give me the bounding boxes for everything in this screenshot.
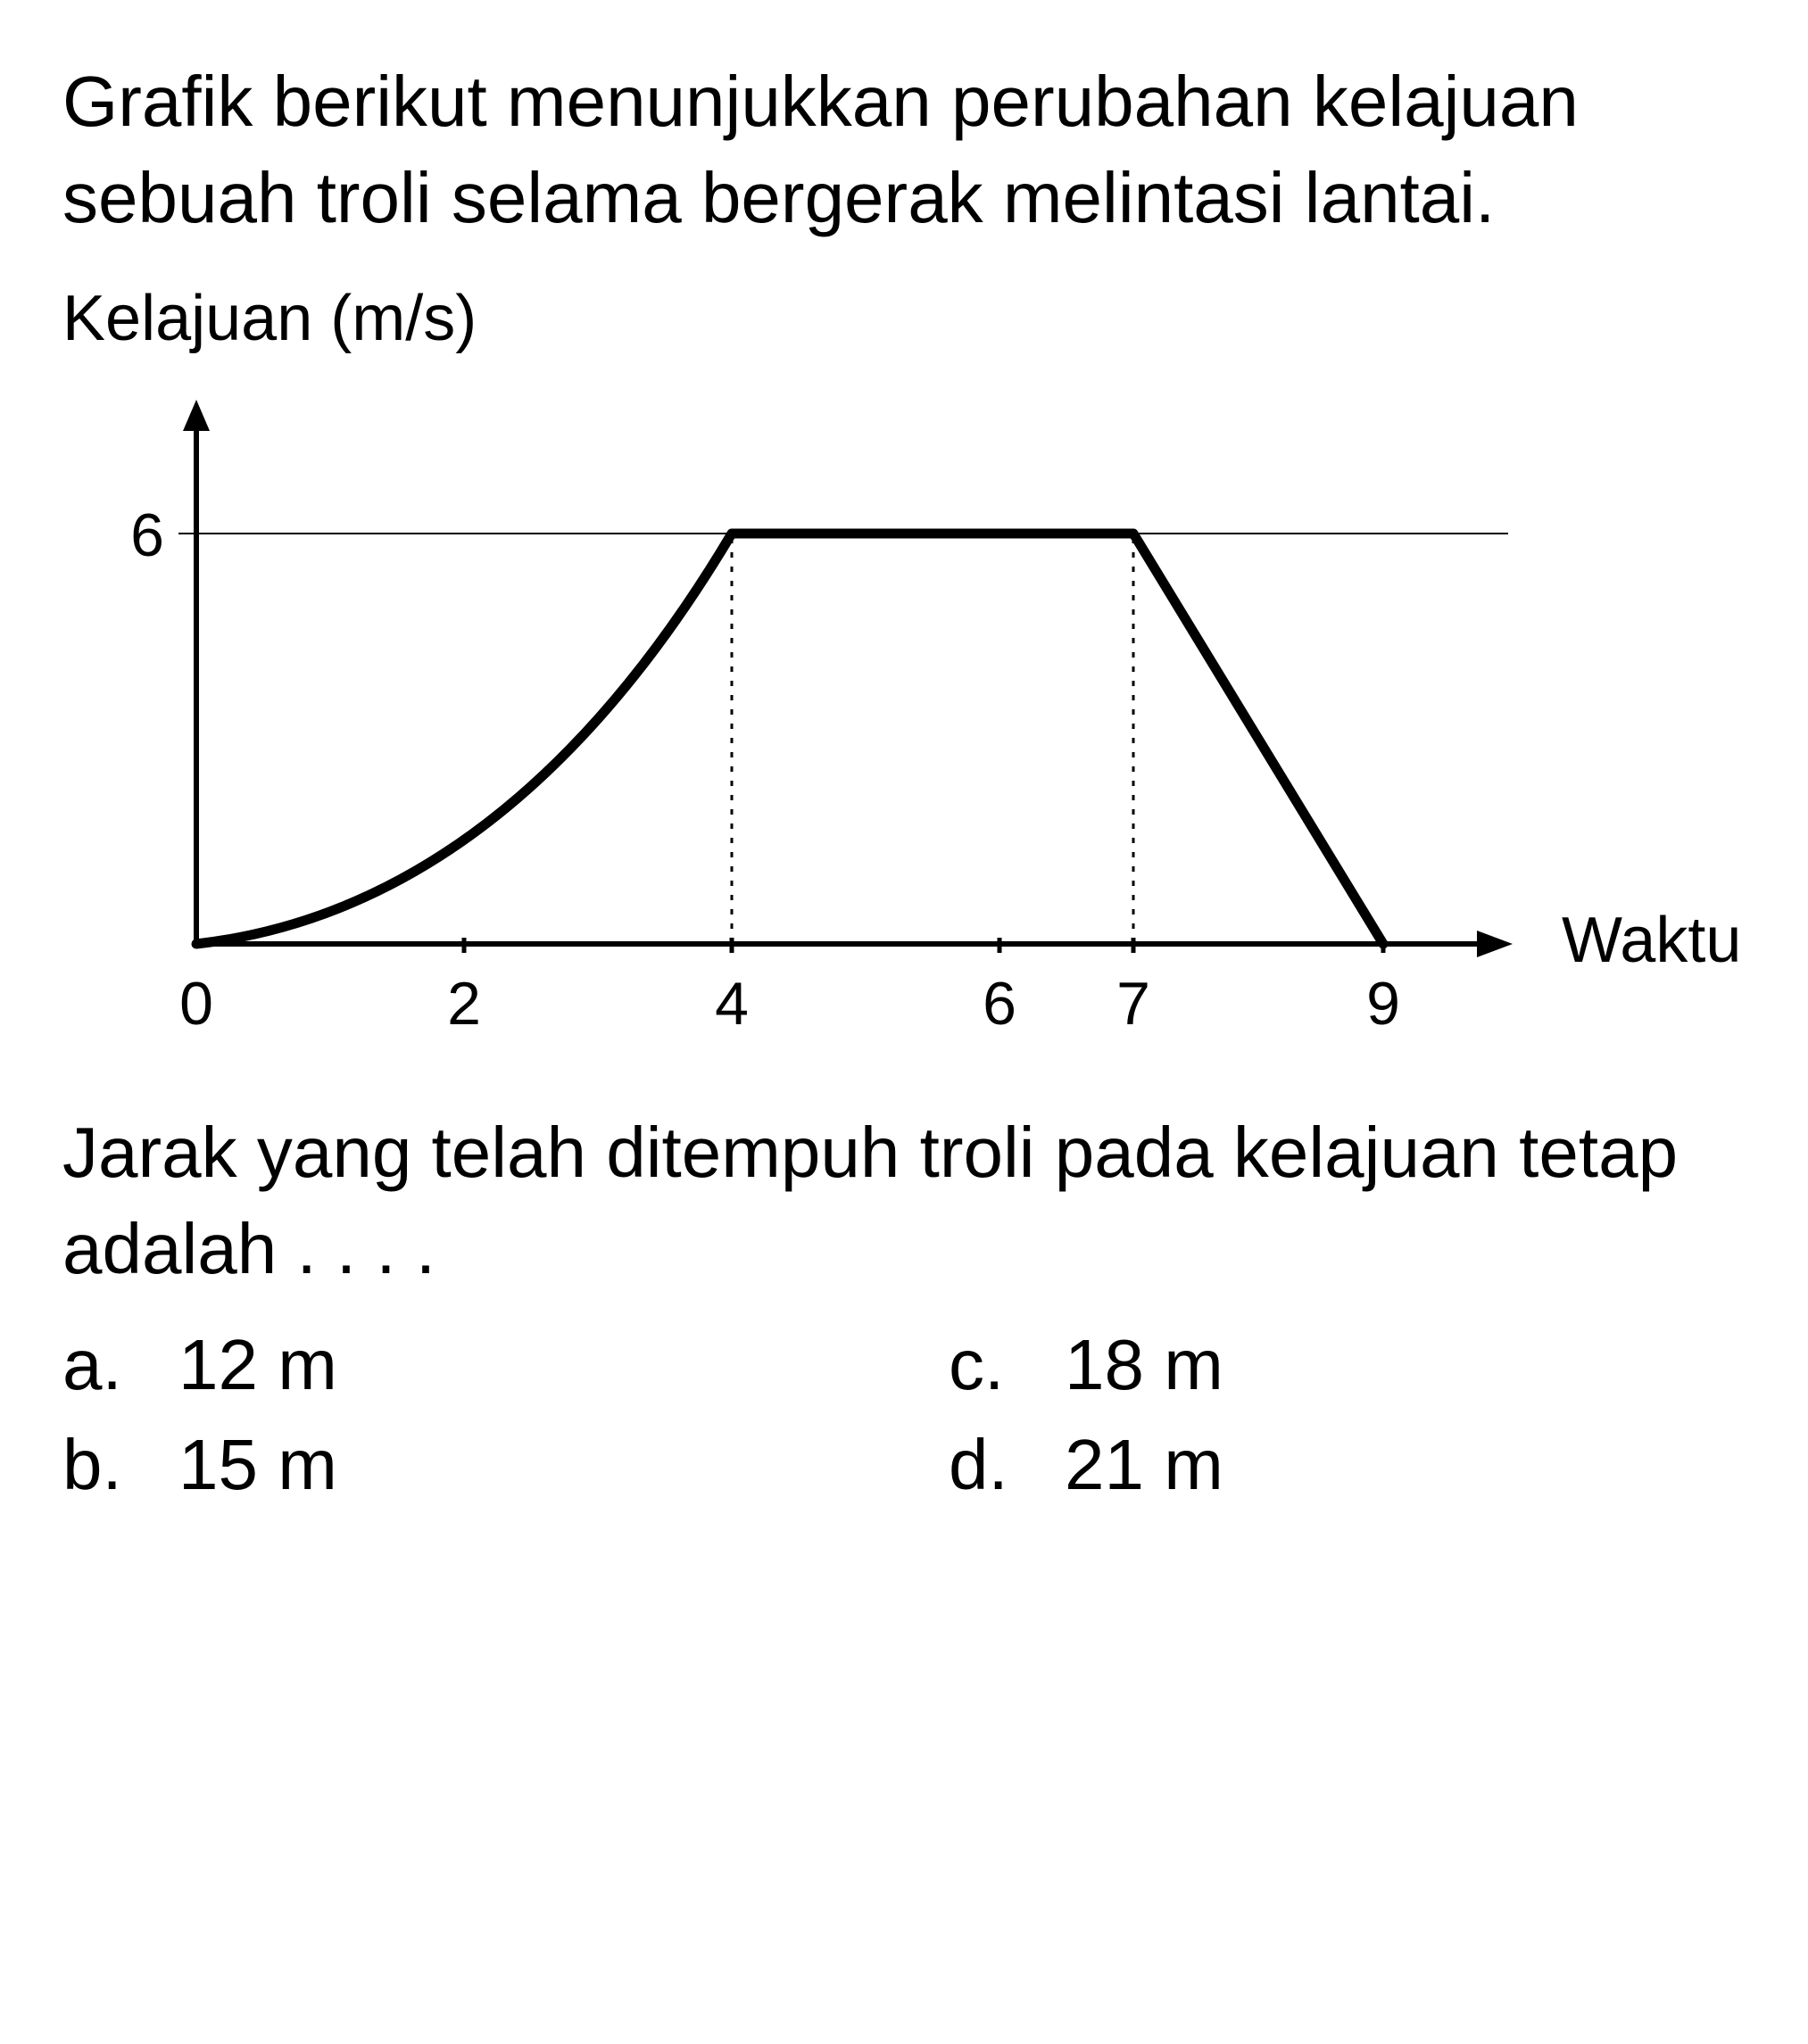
option-a-text: 12 m: [178, 1324, 337, 1406]
option-b-text: 15 m: [178, 1424, 337, 1506]
x-tick-9: 9: [1366, 970, 1400, 1038]
option-c-text: 18 m: [1065, 1324, 1223, 1406]
option-c[interactable]: c. 18 m: [949, 1324, 1746, 1406]
x-tick-0: 0: [179, 970, 213, 1038]
option-d-text: 21 m: [1065, 1424, 1223, 1506]
option-b[interactable]: b. 15 m: [62, 1424, 859, 1506]
y-axis-arrow: [183, 400, 210, 431]
y-tick-6: 6: [130, 501, 164, 569]
x-tick-2: 2: [447, 970, 481, 1038]
speed-time-chart: 6 0 2 4 6 7 9 Waktu (s): [62, 364, 1758, 1060]
y-axis-label: Kelajuan (m/s): [62, 282, 1746, 355]
x-tick-7: 7: [1116, 970, 1150, 1038]
x-tick-6: 6: [983, 970, 1016, 1038]
chart-container: Kelajuan (m/s) 6 0 2 4 6 7 9 Waktu (s): [62, 282, 1746, 1060]
x-axis-arrow: [1477, 931, 1513, 957]
option-c-letter: c.: [949, 1324, 1020, 1406]
question-intro: Grafik berikut menunjukkan perubahan kel…: [62, 54, 1746, 246]
option-a-letter: a.: [62, 1324, 134, 1406]
options-grid: a. 12 m c. 18 m b. 15 m d. 21 m: [62, 1324, 1746, 1506]
x-axis-label: Waktu (s): [1562, 905, 1758, 976]
option-d[interactable]: d. 21 m: [949, 1424, 1746, 1506]
x-tick-4: 4: [715, 970, 749, 1038]
option-b-letter: b.: [62, 1424, 134, 1506]
option-a[interactable]: a. 12 m: [62, 1324, 859, 1406]
speed-curve: [196, 534, 1383, 944]
option-d-letter: d.: [949, 1424, 1020, 1506]
question-followup: Jarak yang telah ditempuh troli pada kel…: [62, 1105, 1746, 1297]
